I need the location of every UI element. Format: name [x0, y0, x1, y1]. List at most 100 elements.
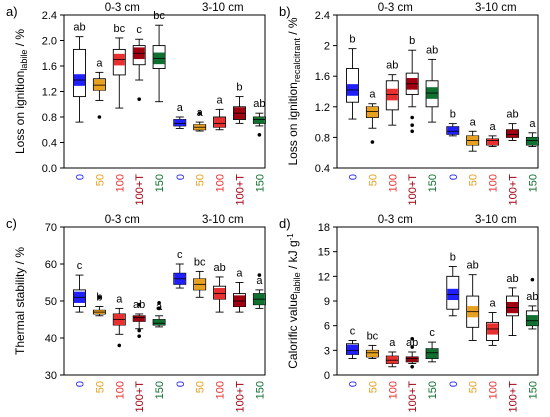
- y-axis-label-sub: recalcitrant: [292, 38, 302, 83]
- y-axis-label-sub: labile: [19, 50, 29, 71]
- significance-letter: ab: [526, 291, 538, 303]
- box-3-10cm-100+T: a 100+T: [233, 268, 246, 413]
- outlier-point: [410, 115, 414, 120]
- significance-letter: bc: [113, 23, 125, 35]
- y-tick-label: 0.4: [315, 163, 330, 175]
- x-tick-label: 0: [175, 381, 187, 387]
- significance-letter: b: [450, 251, 456, 263]
- y-tick-label: 30: [45, 370, 57, 382]
- x-tick-label: 150: [254, 174, 266, 192]
- significance-letter: a: [96, 57, 103, 69]
- mean-band: [386, 356, 398, 364]
- y-axis-label-main: Thermal stability: [13, 268, 27, 355]
- box-0-3cm-150: bc 150: [152, 10, 166, 192]
- significance-letter: ab: [506, 273, 518, 285]
- group-title: 3-10 cm: [475, 2, 517, 14]
- group-title: 0-3 cm: [105, 2, 140, 14]
- significance-letter: a: [217, 94, 224, 106]
- y-tick-label: 40: [45, 333, 57, 345]
- significance-letter: c: [177, 249, 183, 261]
- box-3-10cm-0: a0: [173, 102, 187, 180]
- x-tick-label: 150: [154, 174, 166, 192]
- group-title: 3-10 cm: [202, 214, 244, 226]
- significance-letter: ab: [426, 44, 438, 56]
- y-tick-label: 1.2: [315, 102, 330, 114]
- box-3-10cm-100: a 100: [213, 94, 227, 192]
- plot-frame: [336, 14, 539, 169]
- mean-band: [506, 129, 518, 138]
- chart-panel-2: 0.40.81.21.622.4b)Loss on ignitionrecalc…: [279, 2, 539, 206]
- y-axis-label-exponent: -1: [286, 233, 295, 241]
- x-tick-label: 100+T: [507, 381, 519, 413]
- box-0-3cm-0: c0: [73, 260, 86, 387]
- group-title: 0-3 cm: [378, 2, 413, 14]
- x-tick-label: 50: [468, 174, 480, 186]
- significance-letter: b: [450, 109, 456, 121]
- significance-letter: a: [236, 268, 243, 280]
- significance-letter: ab: [406, 337, 418, 349]
- significance-letter: a: [389, 337, 396, 349]
- significance-letter: a: [490, 121, 497, 133]
- mean-band: [133, 315, 145, 322]
- box-3-10cm-100: a 100: [486, 121, 500, 192]
- significance-letter: a: [256, 275, 263, 287]
- group-title: 3-10 cm: [475, 214, 517, 226]
- box-0-3cm-100: a 100: [385, 337, 399, 399]
- mean-band: [366, 106, 378, 118]
- y-tick-label: 2.0: [42, 36, 57, 48]
- y-tick-label: 0.0: [42, 163, 57, 175]
- chart-panel-3: 30 40 50 60 70 c) Thermal stability / % 0-3 cm 3…: [6, 214, 266, 413]
- group-title: 3-10 cm: [202, 2, 244, 14]
- box-0-3cm-50: b 50: [92, 292, 106, 393]
- box-3-10cm-150: ab 150: [252, 98, 266, 192]
- x-tick-label: 50: [94, 381, 106, 393]
- outlier-point: [410, 345, 414, 349]
- box-3-10cm-100: a 100: [486, 298, 500, 399]
- x-tick-label: 50: [195, 381, 207, 393]
- significance-letter: a: [156, 301, 163, 313]
- outlier-point: [197, 111, 202, 115]
- box-3-10cm-50: ab 50: [466, 260, 480, 393]
- mean-band: [214, 117, 226, 128]
- box-0-3cm-100: a 100: [112, 293, 126, 399]
- box-0-3cm-100+T: c 100+T: [132, 24, 146, 206]
- y-axis-label-unit: / %: [286, 17, 300, 38]
- significance-letter: b: [96, 292, 102, 304]
- y-tick-label: 0.8: [42, 112, 57, 124]
- box-3-10cm-50: a 50: [466, 116, 480, 186]
- box-0-3cm-0: b0: [346, 34, 359, 180]
- outlier-point: [410, 337, 414, 341]
- box-0-3cm-50: a 50: [365, 89, 379, 186]
- outlier-point: [137, 328, 141, 333]
- y-axis-label: Loss on ignitionrecalcitrant / %: [286, 17, 302, 165]
- significance-letter: c: [77, 260, 83, 272]
- box-3-10cm-100: ab 100: [213, 262, 227, 399]
- x-tick-label: 50: [367, 174, 379, 186]
- y-tick-label: 70: [45, 222, 57, 234]
- x-tick-label: 100+T: [407, 381, 419, 413]
- box-3-10cm-0: b0: [446, 109, 460, 180]
- significance-letter: c: [350, 325, 356, 337]
- mean-band: [426, 348, 438, 359]
- x-tick-label: 0: [347, 174, 359, 180]
- significance-letter: bc: [153, 10, 165, 22]
- significance-letter: ab: [133, 299, 145, 311]
- significance-letter: bc: [194, 256, 206, 268]
- y-tick-label: 0.8: [315, 132, 330, 144]
- x-tick-label: 100: [215, 381, 227, 399]
- box-3-10cm-50: a 50: [193, 107, 207, 186]
- x-tick-label: 150: [527, 174, 539, 192]
- x-tick-label: 100+T: [407, 174, 419, 206]
- mean-band: [406, 356, 418, 362]
- significance-letter: a: [369, 89, 376, 101]
- y-tick-label: 3: [324, 345, 330, 357]
- significance-letter: a: [490, 298, 497, 310]
- x-tick-label: 0: [448, 174, 460, 180]
- y-tick-label: 1.6: [315, 71, 330, 83]
- box-0-3cm-150: a 150: [152, 301, 166, 399]
- y-axis-label-unit: / kJ g: [286, 240, 300, 272]
- plot-frame: [63, 14, 266, 169]
- mean-band: [487, 138, 499, 146]
- box-body: [73, 48, 86, 98]
